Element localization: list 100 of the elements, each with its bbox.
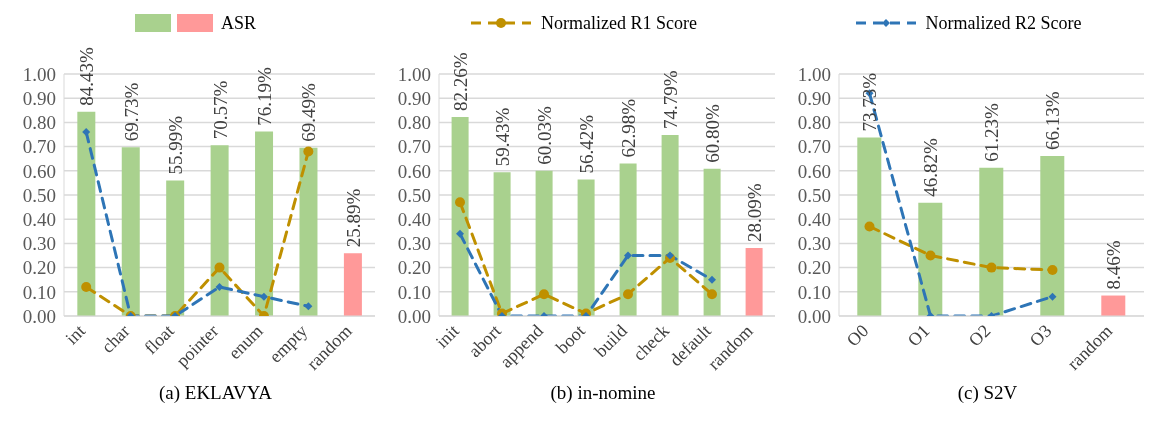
data-label: 60.03% bbox=[534, 105, 556, 165]
data-label: 25.89% bbox=[342, 188, 364, 248]
point bbox=[456, 229, 464, 238]
bar bbox=[255, 131, 274, 316]
y-tick-label: 0.60 bbox=[797, 160, 831, 182]
y-tick-label: 0.40 bbox=[797, 208, 831, 230]
y-tick-label: 0.30 bbox=[22, 233, 56, 255]
y-tick-label: 0.10 bbox=[397, 281, 431, 303]
bar bbox=[210, 145, 229, 316]
bar bbox=[918, 202, 943, 316]
y-tick-label: 0.00 bbox=[397, 305, 431, 327]
point bbox=[82, 128, 91, 137]
y-tick-label: 0.00 bbox=[22, 305, 56, 327]
y-tick-label: 0.60 bbox=[397, 160, 431, 182]
y-tick-label: 0.20 bbox=[397, 257, 431, 279]
legend-label: Normalized R2 Score bbox=[925, 12, 1082, 34]
bar bbox=[77, 111, 96, 316]
y-tick-label: 0.80 bbox=[797, 112, 831, 134]
point bbox=[864, 221, 875, 232]
text: (a) EKLAVYA bbox=[157, 382, 274, 404]
data-label: 60.80% bbox=[702, 104, 724, 163]
y-tick-label: 0.60 bbox=[22, 160, 56, 182]
y-tick-label: 0.00 bbox=[797, 305, 831, 327]
data-label: 74.79% bbox=[660, 70, 682, 130]
point bbox=[214, 262, 225, 273]
data-label: 46.82% bbox=[920, 137, 942, 197]
y-tick-label: 0.70 bbox=[797, 136, 831, 158]
data-label: 66.13% bbox=[1042, 91, 1064, 150]
point bbox=[259, 292, 268, 301]
point bbox=[707, 289, 717, 300]
y-tick-label: 0.90 bbox=[22, 87, 56, 109]
data-label: 62.98% bbox=[618, 98, 640, 158]
x-tick-label: init bbox=[431, 320, 463, 352]
y-tick-label: 0.80 bbox=[397, 112, 431, 134]
point bbox=[1048, 292, 1057, 301]
y-tick-label: 0.70 bbox=[22, 136, 56, 158]
bar bbox=[535, 170, 553, 316]
bar bbox=[343, 253, 362, 316]
y-tick-label: 1.00 bbox=[22, 63, 56, 85]
point bbox=[986, 262, 997, 273]
y-tick-label: 1.00 bbox=[397, 63, 431, 85]
data-label: 70.57% bbox=[209, 80, 231, 140]
bar bbox=[745, 248, 763, 316]
bar bbox=[661, 135, 679, 316]
bar bbox=[703, 168, 721, 316]
y-tick-label: 0.90 bbox=[397, 87, 431, 109]
bar bbox=[857, 137, 882, 316]
point bbox=[925, 250, 936, 261]
data-label: 56.42% bbox=[576, 114, 598, 174]
y-tick-label: 1.00 bbox=[797, 63, 831, 85]
x-tick-label: O0 bbox=[842, 320, 873, 351]
bar bbox=[493, 172, 511, 316]
data-label: 82.26% bbox=[450, 52, 472, 111]
point bbox=[303, 146, 314, 157]
point bbox=[304, 302, 313, 311]
y-tick-label: 0.50 bbox=[797, 184, 831, 206]
point bbox=[1047, 265, 1058, 276]
point bbox=[624, 251, 632, 260]
bar bbox=[166, 180, 185, 316]
data-label: 28.09% bbox=[744, 183, 766, 243]
data-label: 61.23% bbox=[981, 103, 1003, 162]
y-tick-label: 0.10 bbox=[22, 281, 56, 303]
x-tick-label: boot bbox=[552, 320, 589, 358]
y-tick-label: 0.50 bbox=[397, 184, 431, 206]
x-tick-label: O3 bbox=[1025, 320, 1056, 351]
bar bbox=[577, 179, 595, 316]
data-label: 69.73% bbox=[120, 82, 142, 142]
data-label: 73.73% bbox=[859, 72, 881, 132]
y-tick-label: 0.90 bbox=[797, 87, 831, 109]
point bbox=[623, 289, 633, 300]
legend-label: ASR bbox=[220, 12, 256, 34]
y-tick-label: 0.20 bbox=[22, 257, 56, 279]
text: (c) S2V bbox=[956, 382, 1019, 404]
x-tick-label: O1 bbox=[903, 320, 934, 351]
bar bbox=[619, 163, 637, 316]
y-tick-label: 0.80 bbox=[22, 112, 56, 134]
y-tick-label: 0.40 bbox=[397, 208, 431, 230]
x-tick-label: float bbox=[140, 320, 178, 359]
y-tick-label: 0.30 bbox=[397, 233, 431, 255]
y-tick-label: 0.70 bbox=[397, 136, 431, 158]
y-tick-label: 0.10 bbox=[797, 281, 831, 303]
y-tick-label: 0.30 bbox=[797, 233, 831, 255]
text: (b) in-nomine bbox=[549, 382, 657, 404]
bar bbox=[1101, 295, 1126, 316]
bar bbox=[299, 147, 318, 316]
bar bbox=[1040, 155, 1065, 316]
bar bbox=[451, 116, 469, 316]
data-label: 76.19% bbox=[254, 66, 276, 126]
bar bbox=[121, 147, 140, 316]
y-tick-label: 0.40 bbox=[22, 208, 56, 230]
data-label: 8.46% bbox=[1103, 240, 1125, 290]
data-label: 69.49% bbox=[298, 83, 320, 142]
y-tick-label: 0.50 bbox=[22, 184, 56, 206]
point bbox=[455, 197, 465, 208]
data-label: 55.99% bbox=[165, 115, 187, 175]
y-tick-label: 0.20 bbox=[797, 257, 831, 279]
x-tick-label: O2 bbox=[964, 320, 995, 351]
legend-label: Normalized R1 Score bbox=[541, 12, 697, 34]
data-label: 59.43% bbox=[492, 107, 514, 167]
bar bbox=[979, 167, 1004, 316]
